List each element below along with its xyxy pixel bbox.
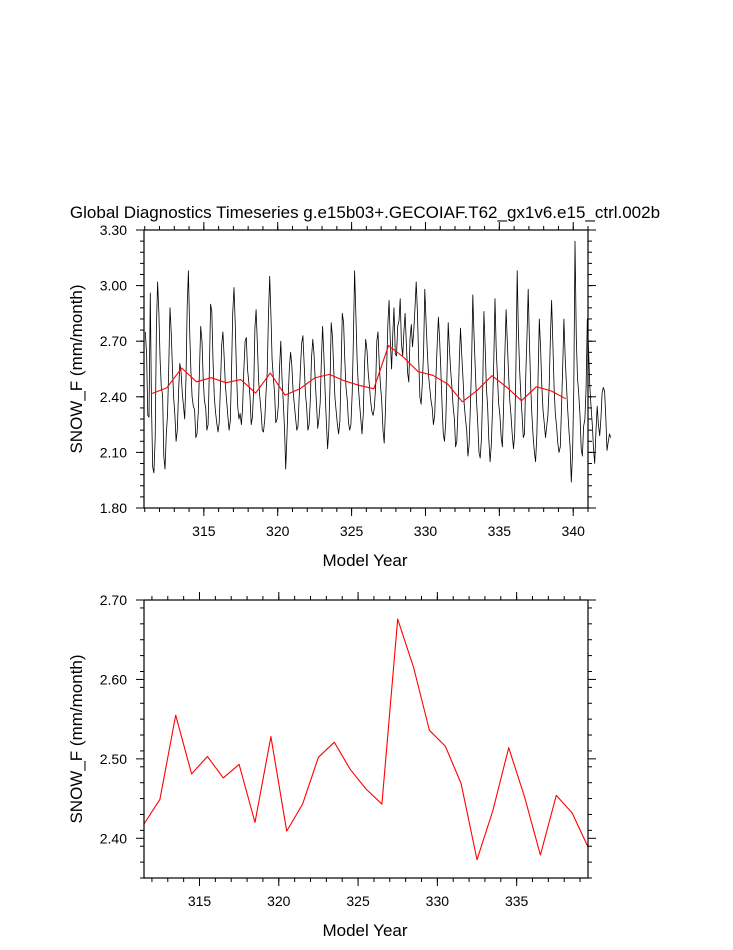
chart-bottom-x-tick-label: 330 (426, 893, 450, 909)
chart-bottom-plot-frame (143, 599, 589, 879)
chart-bottom-panel: SNOW_F (mm/month) Model Year 315 320 325 33… (67, 592, 596, 940)
chart-bottom-y-tick-label: 2.70 (100, 592, 127, 608)
chart-top-y-tick-label: 2.70 (100, 333, 127, 349)
chart-top-x-tick-label: 330 (414, 523, 438, 539)
chart-bottom-x-axis-label: Model Year (322, 921, 407, 940)
chart-bottom-y-tick-label: 2.60 (100, 671, 127, 687)
chart-top-x-tick-label: 340 (562, 523, 586, 539)
chart-top-plot-frame (143, 229, 589, 509)
chart-top-y-tick-label: 3.00 (100, 278, 127, 294)
chart-top-x-tick-label: 335 (488, 523, 512, 539)
chart-top-x-axis-label: Model Year (322, 551, 407, 570)
chart-bottom-y-axis-label: SNOW_F (mm/month) (67, 654, 86, 823)
chart-top-x-tick-label: 315 (192, 523, 216, 539)
chart-bottom-y-tick-label: 2.50 (100, 751, 127, 767)
chart-top-x-tick-label: 325 (340, 523, 364, 539)
chart-bottom-x-tick-label: 315 (188, 893, 212, 909)
chart-top-y-tick-label: 2.10 (100, 444, 127, 460)
chart-top-x-tick-label: 320 (266, 523, 290, 539)
chart-top-series-line-1 (151, 345, 567, 403)
chart-top-y-tick-label: 3.30 (100, 222, 127, 238)
figure-title: Global Diagnostics Timeseries g.e15b03+.… (70, 203, 660, 222)
chart-top-y-tick-label: 2.40 (100, 389, 127, 405)
chart-bottom-y-tick-label: 2.40 (100, 830, 127, 846)
chart-top-y-tick-label: 1.80 (100, 500, 127, 516)
chart-top-series-line-0 (144, 240, 612, 483)
chart-bottom-x-tick-label: 325 (346, 893, 370, 909)
chart-bottom-x-tick-label: 320 (267, 893, 291, 909)
chart-top-y-axis-label: SNOW_F (mm/month) (67, 284, 86, 453)
chart-bottom-x-tick-label: 335 (505, 893, 529, 909)
chart-bottom-series-line-0 (143, 618, 589, 861)
chart-top-panel: SNOW_F (mm/month) Model Year 315 320 325 33… (67, 222, 612, 570)
